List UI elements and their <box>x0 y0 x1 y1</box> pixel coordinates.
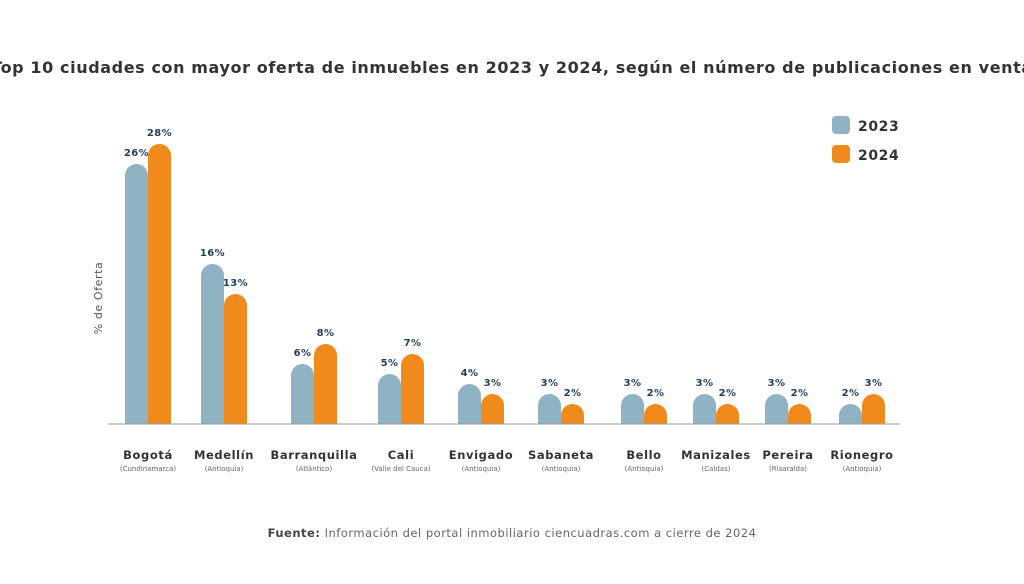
data-label-2024: 3% <box>484 378 502 389</box>
data-label-2023: 3% <box>696 378 714 389</box>
data-label-2023: 16% <box>200 248 225 259</box>
bar-2023-cali <box>378 374 401 424</box>
data-label-2023: 5% <box>381 358 399 369</box>
bar-2023-sabaneta <box>538 394 561 424</box>
legend-swatch-2024 <box>832 145 850 163</box>
category-label: Rionegro <box>830 448 893 462</box>
category-sublabel: (Antioquia) <box>205 465 244 473</box>
category-sublabel: (Antioquia) <box>542 465 581 473</box>
data-label-2024: 3% <box>865 378 883 389</box>
category-sublabel: (Valle del Cauca) <box>371 465 430 473</box>
bar-2023-bogota <box>125 164 148 424</box>
data-label-2024: 7% <box>404 338 422 349</box>
category-label: Pereira <box>762 448 813 462</box>
category-sublabel: (Caldas) <box>702 465 731 473</box>
category-labels: Bogotá (Cundinamarca) Medellín (Antioquia) B… <box>120 448 893 473</box>
bar-2024-manizales <box>716 404 739 424</box>
source-text: Información del portal inmobiliario cien… <box>320 526 756 540</box>
data-label-2023: 3% <box>541 378 559 389</box>
category-label: Bello <box>626 448 661 462</box>
bar-2023-bello <box>621 394 644 424</box>
category-label: Manizales <box>681 448 751 462</box>
data-label-2024: 2% <box>719 388 737 399</box>
bar-2024-barranquilla <box>314 344 337 424</box>
bar-2023-barranquilla <box>291 364 314 424</box>
legend-swatch-2023 <box>832 116 850 134</box>
data-label-2024: 8% <box>317 328 335 339</box>
bar-2023-rionegro <box>839 404 862 424</box>
legend: 2023 2024 <box>832 116 899 164</box>
category-label: Barranquilla <box>270 448 357 462</box>
legend-label-2023: 2023 <box>858 119 899 135</box>
category-sublabel: (Antioquia) <box>625 465 664 473</box>
data-label-2023: 26% <box>124 148 149 159</box>
bar-2023-envigado <box>458 384 481 424</box>
category-label: Medellín <box>194 448 254 462</box>
data-label-2024: 2% <box>791 388 809 399</box>
y-axis-label: % de Oferta <box>92 262 105 335</box>
category-sublabel: (Antioquia) <box>462 465 501 473</box>
bar-2024-bogota <box>148 144 171 424</box>
category-label: Sabaneta <box>528 448 594 462</box>
data-label-2024: 2% <box>564 388 582 399</box>
legend-label-2024: 2024 <box>858 148 899 164</box>
category-sublabel: (Atlántico) <box>296 465 333 473</box>
category-sublabel: (Cundinamarca) <box>120 465 177 473</box>
data-label-2023: 4% <box>461 368 479 379</box>
data-label-2024: 2% <box>647 388 665 399</box>
bar-2024-bello <box>644 404 667 424</box>
bars-group: 26% 28% 16% 13% 6% 8% 5% 7% 4% 3% 3% 2% 3% 2% 3% 2% 3% 2%… <box>124 128 885 424</box>
source-note: Fuente: Información del portal inmobilia… <box>268 526 757 540</box>
data-label-2023: 6% <box>294 348 312 359</box>
data-label-2023: 2% <box>842 388 860 399</box>
bar-2024-envigado <box>481 394 504 424</box>
bar-2023-medellin <box>201 264 225 424</box>
data-label-2023: 3% <box>768 378 786 389</box>
category-label: Envigado <box>449 448 513 462</box>
bar-2024-pereira <box>788 404 811 424</box>
data-label-2024: 13% <box>223 278 248 289</box>
data-label-2024: 28% <box>147 128 172 139</box>
bar-2024-cali <box>401 354 424 424</box>
category-sublabel: (Antioquia) <box>843 465 882 473</box>
bar-2024-medellin <box>224 294 248 424</box>
bar-2023-pereira <box>765 394 788 424</box>
source-label: Fuente: <box>268 526 321 540</box>
data-label-2023: 3% <box>624 378 642 389</box>
chart-title: Top 10 ciudades con mayor oferta de inmu… <box>0 58 1024 77</box>
category-label: Bogotá <box>123 448 173 462</box>
bar-2023-manizales <box>693 394 716 424</box>
category-sublabel: (Risaralda) <box>769 465 807 473</box>
category-label: Cali <box>388 448 414 462</box>
bar-2024-rionegro <box>862 394 885 424</box>
bar-2024-sabaneta <box>561 404 584 424</box>
